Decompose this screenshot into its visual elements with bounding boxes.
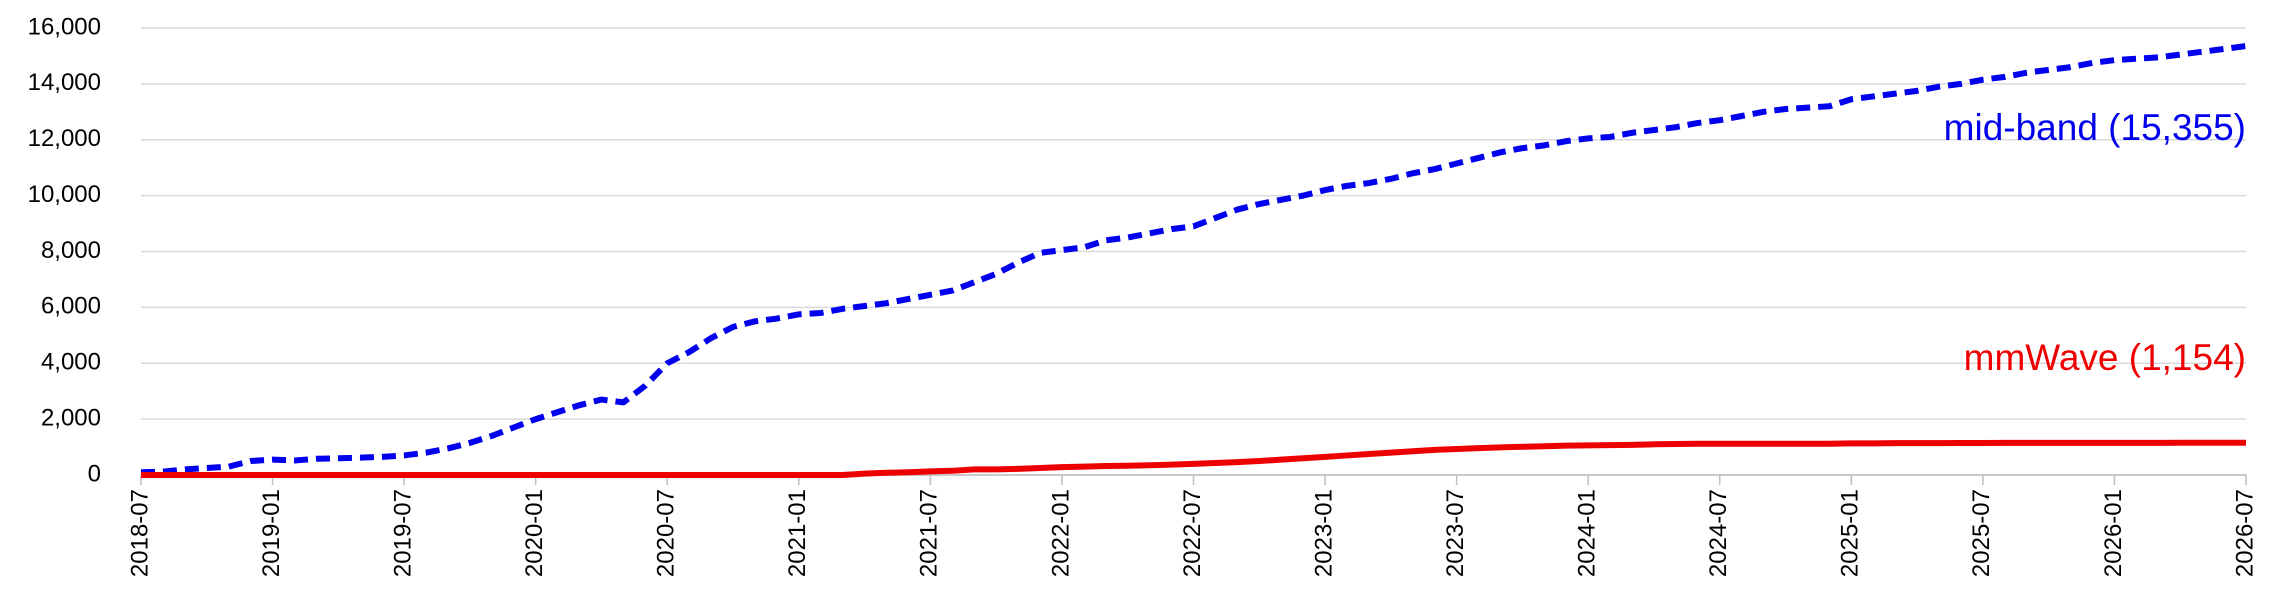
x-tick-label: 2018-07 — [126, 489, 153, 577]
y-tick-label: 6,000 — [41, 293, 101, 320]
x-tick-label: 2023-07 — [1442, 489, 1469, 577]
series-label: mmWave (1,154) — [1964, 337, 2246, 378]
x-tick-label: 2021-07 — [916, 489, 943, 577]
x-tick-label: 2026-07 — [2231, 489, 2258, 577]
x-tick-label: 2023-01 — [1310, 489, 1337, 577]
y-tick-label: 10,000 — [28, 181, 101, 208]
x-tick-label: 2025-07 — [1968, 489, 1995, 577]
x-tick-label: 2025-01 — [1837, 489, 1864, 577]
x-tick-label: 2019-01 — [258, 489, 285, 577]
y-tick-label: 8,000 — [41, 237, 101, 264]
y-tick-label: 0 — [88, 460, 101, 487]
x-tick-label: 2022-07 — [1179, 489, 1206, 577]
series-line — [140, 43, 2247, 476]
x-tick-label: 2026-01 — [2100, 489, 2127, 577]
y-tick-label: 4,000 — [41, 349, 101, 376]
x-tick-label: 2024-07 — [1705, 489, 1732, 577]
series-label: mid-band (15,355) — [1944, 107, 2246, 148]
y-tick-label: 2,000 — [41, 404, 101, 431]
y-tick-label: 16,000 — [28, 13, 101, 40]
series-line — [141, 439, 2246, 478]
y-tick-label: 12,000 — [28, 125, 101, 152]
y-tick-label: 14,000 — [28, 69, 101, 96]
x-tick-label: 2022-01 — [1047, 489, 1074, 577]
x-tick-label: 2024-01 — [1574, 489, 1601, 577]
x-tick-label: 2021-01 — [784, 489, 811, 577]
x-tick-label: 2020-07 — [653, 489, 680, 577]
x-tick-label: 2020-01 — [521, 489, 548, 577]
x-tick-label: 2019-07 — [389, 489, 416, 577]
